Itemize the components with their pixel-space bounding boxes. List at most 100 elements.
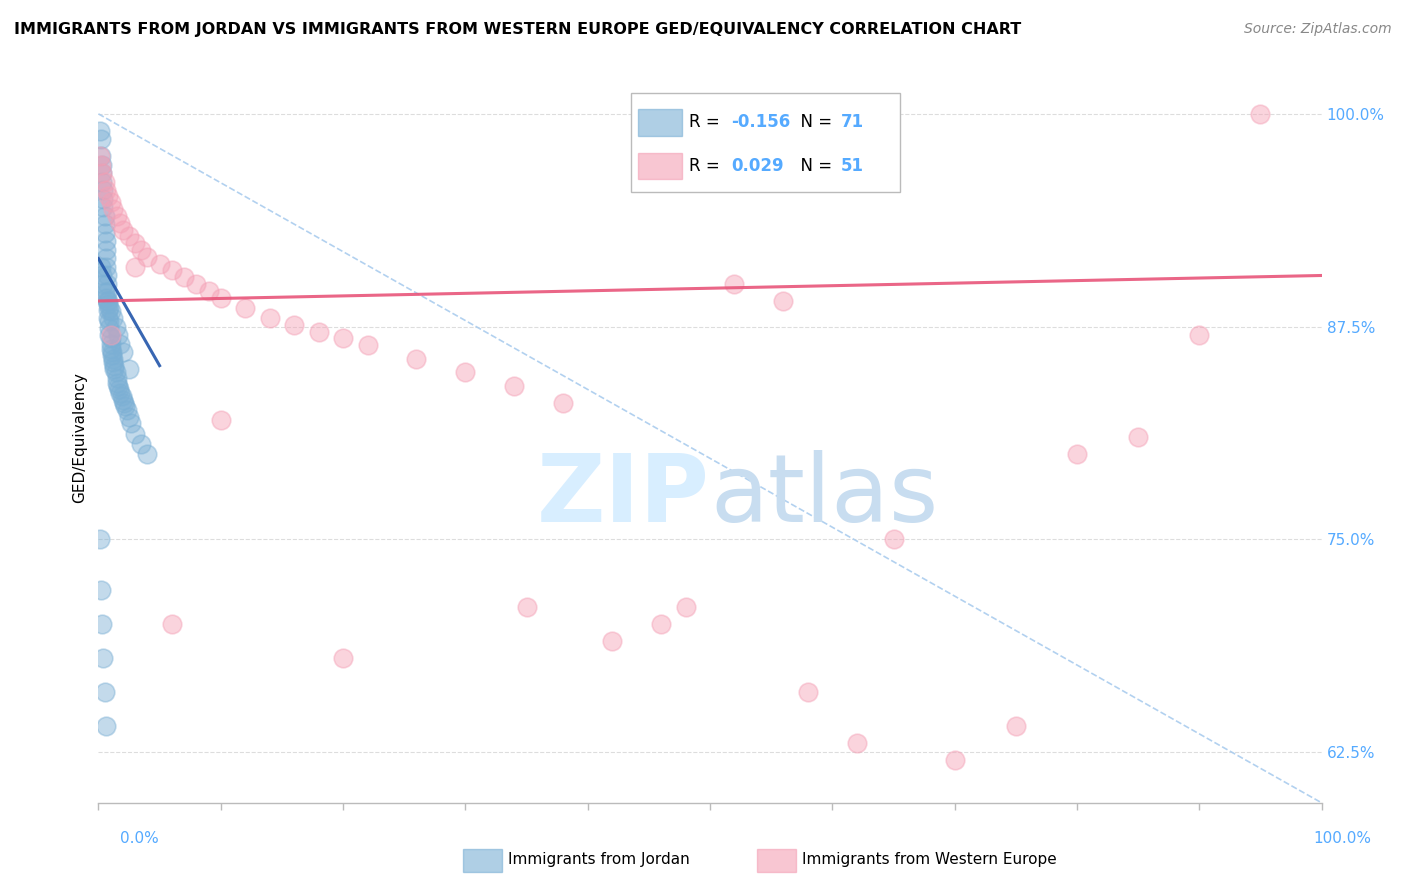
Point xyxy=(553,396,575,410)
Point xyxy=(93,685,115,699)
Text: 71: 71 xyxy=(841,113,865,131)
Point xyxy=(600,634,623,648)
Point xyxy=(108,383,131,397)
Text: Immigrants from Jordan: Immigrants from Jordan xyxy=(508,852,690,867)
Point xyxy=(173,270,195,285)
Point xyxy=(845,736,868,750)
Point xyxy=(89,124,111,138)
Point xyxy=(1004,719,1026,733)
Point xyxy=(120,417,142,431)
Point xyxy=(91,201,114,215)
Point xyxy=(100,304,122,318)
Text: Immigrants from Western Europe: Immigrants from Western Europe xyxy=(801,852,1056,867)
Point xyxy=(118,362,141,376)
Point xyxy=(110,385,132,400)
FancyBboxPatch shape xyxy=(463,849,502,872)
Point xyxy=(197,284,219,298)
Point xyxy=(97,311,120,326)
Point xyxy=(118,229,141,244)
Point xyxy=(136,250,159,264)
Point xyxy=(96,285,118,300)
Point xyxy=(100,342,122,356)
FancyBboxPatch shape xyxy=(638,153,682,179)
Point xyxy=(100,331,122,345)
Point xyxy=(98,314,121,328)
Point xyxy=(101,345,124,359)
Point xyxy=(332,651,354,665)
FancyBboxPatch shape xyxy=(630,94,900,192)
Point xyxy=(110,216,132,230)
Point xyxy=(100,336,122,351)
Point xyxy=(90,583,112,598)
Text: IMMIGRANTS FROM JORDAN VS IMMIGRANTS FROM WESTERN EUROPE GED/EQUIVALENCY CORRELA: IMMIGRANTS FROM JORDAN VS IMMIGRANTS FRO… xyxy=(14,22,1021,37)
Point xyxy=(91,617,114,632)
Text: 0.029: 0.029 xyxy=(731,157,783,175)
Point xyxy=(90,149,112,163)
Text: R =: R = xyxy=(689,157,725,175)
Point xyxy=(650,617,672,632)
Point xyxy=(308,325,330,339)
Point xyxy=(96,268,118,283)
Point xyxy=(93,226,115,240)
Text: -0.156: -0.156 xyxy=(731,113,790,131)
Point xyxy=(91,192,114,206)
Point xyxy=(100,328,122,343)
Y-axis label: GED/Equivalency: GED/Equivalency xyxy=(72,372,87,502)
Point xyxy=(103,359,125,373)
Point xyxy=(97,297,120,311)
Text: N =: N = xyxy=(790,113,837,131)
Point xyxy=(98,301,121,315)
Point xyxy=(101,311,124,326)
Point xyxy=(91,166,114,180)
Point xyxy=(186,277,208,291)
Point xyxy=(105,209,128,223)
Point xyxy=(772,293,794,308)
Point xyxy=(111,389,134,403)
Point xyxy=(101,355,124,369)
Point xyxy=(93,175,115,189)
Point xyxy=(91,651,114,665)
Point xyxy=(103,362,125,376)
FancyBboxPatch shape xyxy=(638,109,682,136)
Point xyxy=(91,175,114,189)
Point xyxy=(259,311,281,326)
Point xyxy=(112,396,135,410)
Text: N =: N = xyxy=(790,157,837,175)
Point xyxy=(118,409,141,424)
Point xyxy=(114,400,136,414)
Point xyxy=(105,370,128,384)
Point xyxy=(160,617,183,632)
Text: 51: 51 xyxy=(841,157,863,175)
Point xyxy=(1249,107,1271,121)
Point xyxy=(405,351,427,366)
Point xyxy=(943,753,966,767)
Point xyxy=(96,277,118,291)
Point xyxy=(283,318,305,332)
Point xyxy=(124,260,146,274)
Point xyxy=(93,209,115,223)
Point xyxy=(209,413,232,427)
Text: ZIP: ZIP xyxy=(537,450,710,541)
Point xyxy=(93,218,115,232)
Point xyxy=(97,293,120,308)
Point xyxy=(723,277,745,291)
Point xyxy=(111,392,134,407)
Text: R =: R = xyxy=(689,113,725,131)
Point xyxy=(104,319,127,334)
Point xyxy=(89,532,111,546)
Point xyxy=(91,268,114,283)
Point xyxy=(454,366,477,380)
Text: 100.0%: 100.0% xyxy=(1313,831,1371,846)
Point xyxy=(136,447,159,461)
Point xyxy=(104,366,127,380)
Point xyxy=(503,379,526,393)
Text: Source: ZipAtlas.com: Source: ZipAtlas.com xyxy=(1244,22,1392,37)
Point xyxy=(129,243,152,257)
Point xyxy=(110,336,132,351)
Text: atlas: atlas xyxy=(710,450,938,541)
Point xyxy=(94,183,117,197)
Point xyxy=(515,600,537,615)
Point xyxy=(124,426,146,441)
Point xyxy=(91,158,114,172)
Point xyxy=(90,260,112,274)
